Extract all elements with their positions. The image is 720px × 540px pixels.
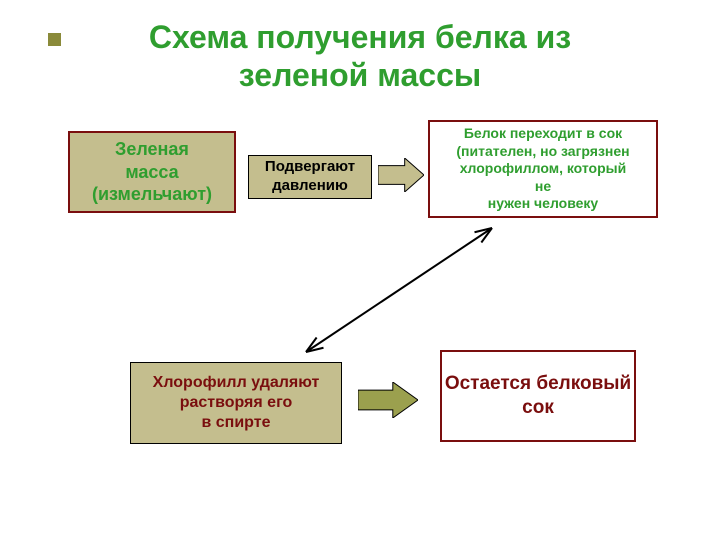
arrow-juice-to-chlorophyll: [0, 0, 720, 540]
